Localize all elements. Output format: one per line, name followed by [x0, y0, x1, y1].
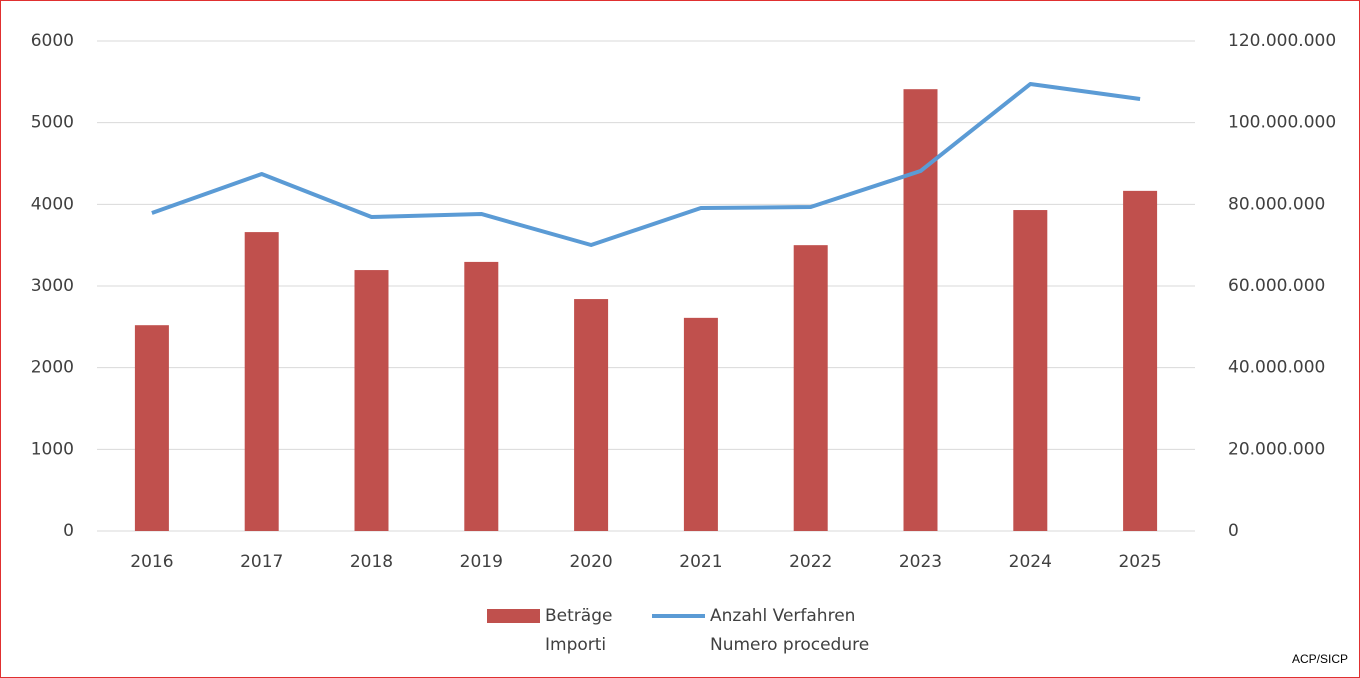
x-tick-label: 2016 — [130, 552, 173, 572]
bar — [683, 317, 718, 531]
y2-tick-label: 120.000.000 — [1228, 31, 1336, 51]
bar — [244, 232, 279, 531]
bar — [903, 89, 938, 531]
y2-tick-label: 80.000.000 — [1228, 194, 1325, 214]
x-tick-label: 2025 — [1118, 552, 1161, 572]
bar — [354, 270, 389, 531]
source: ACP/SICP — [1292, 652, 1348, 666]
y2-tick-label: 20.000.000 — [1228, 439, 1325, 459]
legend-label: Beträge Importi — [545, 606, 612, 655]
x-tick-label: 2021 — [679, 552, 722, 572]
x-tick-label: 2017 — [240, 552, 283, 572]
x-tick-label: 2020 — [569, 552, 612, 572]
legend-swatch — [487, 609, 540, 623]
y-tick-label: 6000 — [31, 31, 74, 51]
bar — [1123, 190, 1158, 531]
y-tick-label: 4000 — [31, 194, 74, 214]
y2-tick-label: 40.000.000 — [1228, 358, 1325, 378]
bar — [793, 245, 828, 531]
y-tick-label: 0 — [63, 521, 74, 541]
legend-label: Anzahl Verfahren Numero procedure — [710, 606, 869, 655]
y2-tick-label: 0 — [1228, 521, 1239, 541]
x-tick-label: 2024 — [1009, 552, 1052, 572]
bar — [134, 325, 169, 531]
x-tick-label: 2023 — [899, 552, 942, 572]
bar — [1013, 210, 1048, 532]
y2-tick-label: 60.000.000 — [1228, 276, 1325, 296]
line — [151, 82, 1141, 248]
x-tick-label: 2022 — [789, 552, 832, 572]
bar — [464, 261, 499, 531]
x-tick-label: 2019 — [460, 552, 503, 572]
x-tick-label: 2018 — [350, 552, 393, 572]
y-tick-label: 5000 — [31, 113, 74, 133]
y-tick-label: 2000 — [31, 358, 74, 378]
y2-tick-label: 100.000.000 — [1228, 113, 1336, 133]
y-tick-label: 1000 — [31, 439, 74, 459]
y-tick-label: 3000 — [31, 276, 74, 296]
bar — [574, 299, 609, 531]
